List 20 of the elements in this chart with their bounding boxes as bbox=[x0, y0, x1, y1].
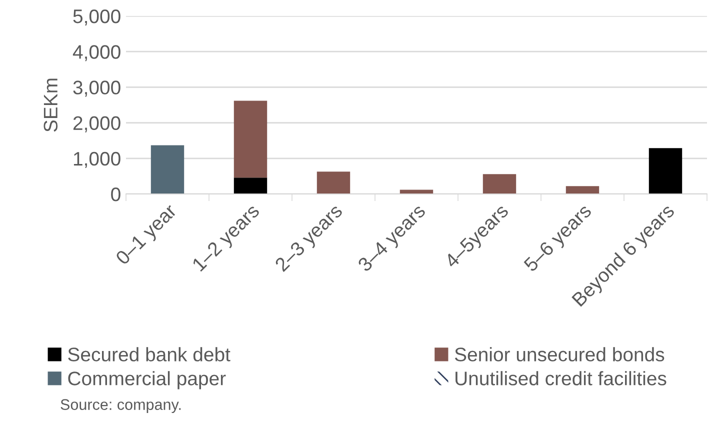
bar bbox=[234, 100, 268, 178]
legend-label: Unutilised credit facilities bbox=[456, 371, 666, 386]
bar bbox=[400, 190, 434, 194]
y-tick-label: 4,000 bbox=[72, 45, 120, 62]
legend-label: Senior unsecured bonds bbox=[454, 347, 664, 362]
legend-label: Commercial paper bbox=[68, 371, 226, 390]
source-note: Source: company. bbox=[60, 399, 181, 413]
y-tick-label: 2,000 bbox=[73, 116, 120, 132]
bar bbox=[482, 174, 516, 194]
y-tick-label: 1,000 bbox=[74, 152, 120, 168]
y-axis-title: SEKm bbox=[44, 78, 58, 132]
bar bbox=[234, 178, 268, 194]
bar bbox=[316, 172, 350, 194]
bar bbox=[150, 145, 184, 194]
y-tick-label: 3,000 bbox=[73, 80, 120, 97]
bar bbox=[566, 186, 600, 194]
y-tick-label: 0 bbox=[111, 187, 120, 202]
bar bbox=[648, 148, 682, 194]
legend-label: Secured bank debt bbox=[68, 347, 230, 362]
y-tick-label: 5,000 bbox=[73, 9, 120, 26]
